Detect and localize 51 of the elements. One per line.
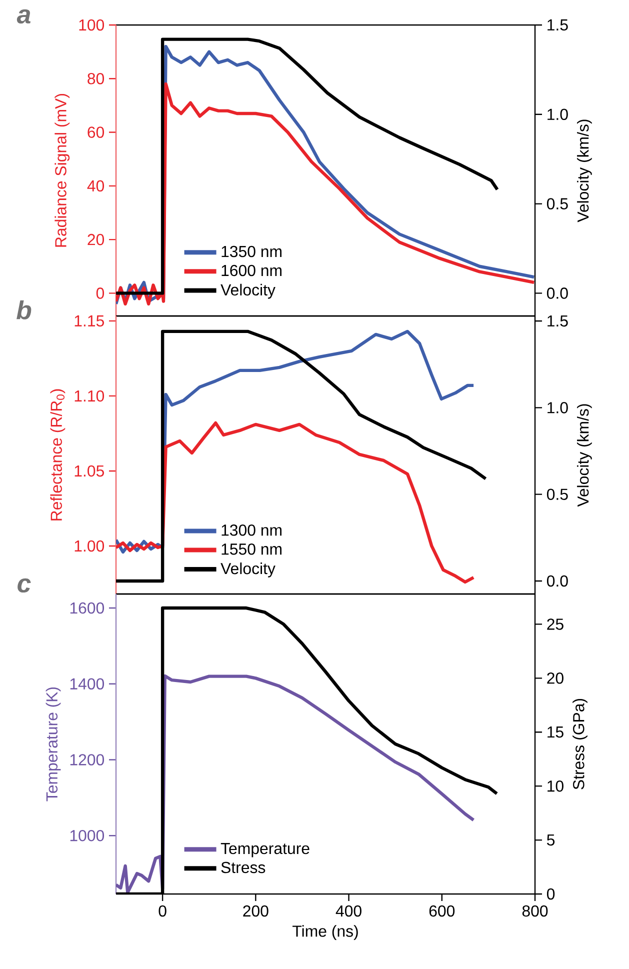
chart-title: c <box>18 578 31 593</box>
y-tick-label: 40 <box>87 180 104 192</box>
y2-tick-label: 0.0 <box>546 288 568 299</box>
y-tick-label: 1000 <box>70 830 104 842</box>
y2-tick-label: 20 <box>547 672 564 684</box>
y2-tick-label: 1.0 <box>548 402 568 414</box>
y2-tick-label: 0.0 <box>546 575 568 587</box>
legend-label: 1550 nm <box>222 544 282 555</box>
y-tick-label: 1.15 <box>74 315 104 326</box>
legend-label: 1350 nm <box>222 246 282 258</box>
y2-axis-title: Velocity (km/s) <box>577 120 592 222</box>
y2-tick-label: 1.5 <box>548 19 568 31</box>
y-tick-label: 80 <box>88 72 104 84</box>
y-tick-label: 1200 <box>70 754 104 766</box>
y-tick-label: 60 <box>88 126 104 138</box>
y-axis-title: Temperature (K) <box>46 687 61 802</box>
y2-axis-title: Velocity (km/s) <box>577 404 592 507</box>
y2-tick-label: 25 <box>547 618 564 630</box>
chart-title: a <box>16 9 30 24</box>
chart-title: b <box>16 300 32 320</box>
legend-label: Velocity <box>220 284 276 299</box>
y2-tick-label: 1.5 <box>548 315 568 327</box>
legend-label: 1300 nm <box>222 524 282 536</box>
y-tick-label: 1.05 <box>74 465 104 477</box>
x-tick-label: 0 <box>158 905 166 917</box>
x-tick-label: 200 <box>243 905 268 917</box>
legend-label: Stress <box>221 862 266 874</box>
y-tick-label: 0 <box>96 288 104 299</box>
legend-label: 1600 nm <box>222 264 282 276</box>
y2-axis-title: Stress (GPa) <box>572 698 588 790</box>
y2-tick-label: 0.5 <box>546 488 568 500</box>
x-tick-label: 600 <box>429 905 455 917</box>
y-tick-label: 20 <box>88 234 104 246</box>
y-tick-label: 1.00 <box>74 540 104 552</box>
y-tick-label: 1600 <box>70 602 104 614</box>
y-tick-label: 1400 <box>70 678 104 690</box>
y2-tick-label: 0 <box>546 888 555 900</box>
x-tick-label: 400 <box>336 905 362 917</box>
y2-tick-label: 10 <box>548 780 564 792</box>
x-tick-label: 800 <box>522 905 548 917</box>
y2-tick-label: 5 <box>546 834 555 846</box>
legend-label: Velocity <box>220 562 276 578</box>
y2-tick-label: 1.0 <box>548 108 568 120</box>
y-axis-title: Radiance Signal (mV) <box>54 94 70 247</box>
y-tick-label: 1.10 <box>74 390 104 402</box>
legend-label: Temperature <box>220 842 310 858</box>
y2-tick-label: 15 <box>548 726 564 738</box>
y2-tick-label: 0.5 <box>546 198 568 210</box>
y-tick-label: 100 <box>79 19 104 31</box>
x-axis-title: Time (ns) <box>292 925 358 940</box>
y-axis-title: Reflectance (R/R$_{0}$) <box>50 389 66 520</box>
